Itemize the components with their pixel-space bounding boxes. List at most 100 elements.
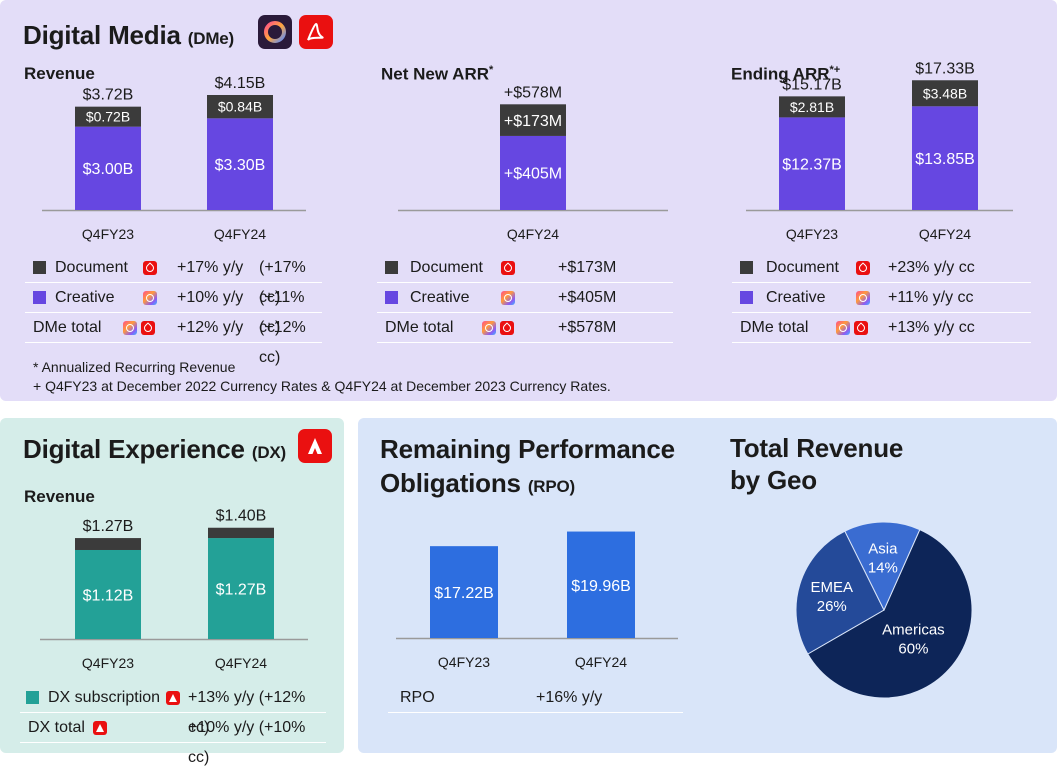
- bar-segment-document: [500, 104, 566, 136]
- x-tick-label: Q4FY23: [786, 226, 838, 242]
- pie-slice-emea: [795, 530, 885, 655]
- footnote-arr: * Annualized Recurring Revenue: [33, 359, 236, 375]
- creative-cloud-icon: [143, 290, 157, 305]
- adobe-experience-cloud-icon: [93, 720, 107, 735]
- bar-data-label: $12.37B: [782, 156, 842, 173]
- acrobat-icon: [501, 260, 515, 275]
- acrobat-icon: [143, 260, 157, 275]
- geo-title: Total Revenue by Geo: [730, 433, 904, 495]
- bar-total-label: $1.40B: [216, 508, 267, 525]
- creative-cloud-icon: [482, 320, 496, 335]
- adobe-experience-cloud-icon: [298, 429, 332, 463]
- creative-swatch: [33, 291, 46, 305]
- legend-row-document: Document +17% y/y (+17% cc): [25, 253, 322, 306]
- bar-segment-creative: [500, 135, 566, 210]
- pie-label: Asia: [868, 540, 898, 557]
- x-tick-label: Q4FY23: [82, 655, 134, 671]
- bar-total-label: +$578M: [504, 84, 562, 101]
- bar-data-label: $1.12B: [83, 587, 134, 604]
- legend-row-creative: Creative +10% y/y (+11% cc): [25, 283, 322, 336]
- legend-row-creative: Creative +11% y/y cc: [732, 283, 1031, 313]
- pie-value-label: 26%: [817, 598, 847, 615]
- footnote-currency: + Q4FY23 at December 2022 Currency Rates…: [33, 378, 611, 394]
- legend-row-dme-total: DMe total +$578M: [377, 313, 673, 343]
- bar-data-label: $17.22B: [434, 585, 494, 602]
- x-tick-label: Q4FY24: [507, 226, 559, 242]
- bar-segment-creative: [912, 106, 978, 210]
- bar-data-label: +$173M: [504, 113, 562, 130]
- bar-segment-document: [779, 96, 845, 118]
- document-swatch: [740, 261, 753, 275]
- legend-row-document: Document +$173M: [377, 253, 673, 283]
- bar-segment-creative: [779, 117, 845, 210]
- pie-value-label: 14%: [868, 559, 898, 576]
- bar-segment-dx-subscription: [208, 538, 274, 639]
- bar-segment-document: [75, 106, 141, 127]
- pie-slice-americas: [807, 528, 973, 699]
- x-tick-label: Q4FY23: [82, 226, 134, 242]
- bar-segment-other: [75, 538, 141, 550]
- dx-revenue-heading: Revenue: [24, 487, 95, 506]
- bar-total-label: $15.17B: [782, 76, 842, 93]
- bar-data-label: +$405M: [504, 166, 562, 183]
- pie-slice-asia: [844, 521, 921, 612]
- x-tick-label: Q4FY24: [215, 655, 267, 671]
- bar-segment-other: [208, 527, 274, 539]
- legend-row-dme-total: DMe total +13% y/y cc: [732, 313, 1031, 343]
- pie-value-label: 60%: [898, 640, 928, 657]
- creative-cloud-icon: [836, 320, 850, 335]
- acrobat-icon: [141, 320, 156, 335]
- dme-revenue-heading: Revenue: [24, 64, 95, 83]
- bar-segment-document: [207, 95, 273, 119]
- x-tick-label: Q4FY24: [575, 654, 627, 670]
- dme-nnarr-heading: Net New ARR*: [381, 64, 494, 84]
- bar-data-label: $0.84B: [218, 99, 262, 115]
- pie-label: EMEA: [811, 579, 854, 596]
- bar-segment-creative: [75, 126, 141, 210]
- document-swatch: [385, 261, 398, 275]
- bar-data-label: $2.81B: [790, 99, 834, 115]
- dx-title: Digital Experience (DX): [23, 434, 286, 464]
- creative-cloud-icon: [501, 290, 515, 305]
- bar-data-label: $13.85B: [915, 151, 975, 168]
- x-tick-label: Q4FY24: [214, 226, 266, 242]
- bar-data-label: $3.30B: [215, 157, 266, 174]
- bar-data-label: $1.27B: [216, 581, 267, 598]
- dx-chart: $1.12B $1.27B Q4FY23 $1.27B $1.40B Q4FY24: [40, 508, 308, 671]
- bar-data-label: $19.96B: [571, 578, 631, 595]
- dme-earr-heading: Ending ARR*+: [731, 64, 841, 84]
- acrobat-icon: [299, 15, 333, 49]
- legend-row-dx-total: DX total +10% y/y (+10% cc): [20, 713, 326, 766]
- bar-total-label: $17.33B: [915, 60, 975, 77]
- dme-title: Digital Media (DMe): [23, 20, 235, 50]
- creative-cloud-icon: [258, 15, 292, 49]
- legend-row-dx-subscription: DX subscription +13% y/y (+12% cc): [20, 683, 326, 736]
- dme-charts: $3.00B $0.72B $3.72B Q4FY23 $3.30B $0.84B $4.1…: [42, 60, 1013, 242]
- rpo-title: Remaining Performance Obligations (RPO): [380, 434, 675, 498]
- digital-experience-panel: Digital Experience (DX) Revenue $1.12B $1…: [0, 418, 344, 766]
- rpo-geo-charts: $17.22B Q4FY23 $19.96B Q4FY24 Americas 60% EM…: [396, 521, 973, 699]
- document-swatch: [33, 261, 46, 275]
- bar-segment-dx-subscription: [75, 549, 141, 639]
- bar-data-label: $3.00B: [83, 161, 134, 178]
- creative-swatch: [740, 291, 753, 305]
- creative-swatch: [385, 291, 398, 305]
- bar-segment-document: [912, 80, 978, 107]
- bar-total-label: $3.72B: [83, 87, 134, 104]
- legend-row-document: Document +23% y/y cc: [732, 253, 1031, 283]
- legend-row-rpo: RPO +16% y/y: [388, 683, 683, 713]
- acrobat-icon: [500, 320, 515, 335]
- legend-row-creative: Creative +$405M: [377, 283, 673, 313]
- legend-row-dme-total: DMe total +12% y/y (+12% cc): [25, 313, 322, 366]
- bar-total-label: $4.15B: [215, 75, 266, 92]
- creative-cloud-icon: [123, 320, 137, 335]
- pie-label: Americas: [882, 621, 945, 638]
- creative-cloud-icon: [856, 290, 870, 305]
- bar-total-label: $1.27B: [83, 518, 134, 535]
- x-tick-label: Q4FY23: [438, 654, 490, 670]
- dx-subscription-swatch: [26, 691, 39, 705]
- rpo-geo-panel: Remaining Performance Obligations (RPO) …: [358, 418, 1057, 753]
- bar-rpo: [567, 531, 635, 638]
- bar-data-label: $0.72B: [86, 109, 130, 125]
- bar-data-label: $3.48B: [923, 85, 967, 101]
